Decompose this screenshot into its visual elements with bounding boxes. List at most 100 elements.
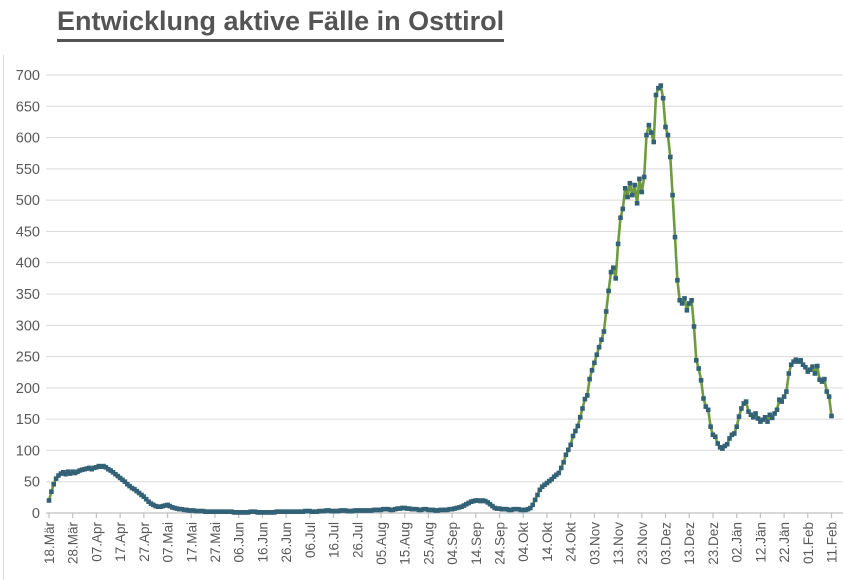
data-point-marker (385, 506, 391, 512)
data-point-marker (333, 508, 339, 514)
data-point-marker (430, 507, 436, 513)
data-point-marker (478, 498, 483, 504)
data-point-marker (558, 465, 564, 471)
data-point-marker (748, 412, 754, 418)
data-point-marker (217, 509, 222, 514)
data-point-marker (110, 470, 116, 475)
data-point-marker (722, 443, 728, 449)
data-point-marker (679, 301, 685, 306)
data-point-marker (245, 510, 251, 515)
data-point-marker (577, 415, 583, 420)
data-point-marker (321, 508, 327, 514)
x-tick-label: 26.Jul (350, 522, 365, 558)
x-tick-label: 23.Dez (706, 522, 721, 565)
y-axis-labels: 0 50 100 150 200 250 300 350 400 450 500 550 600 650 7… (16, 68, 40, 522)
data-point-marker (366, 508, 372, 513)
data-point-marker (326, 508, 332, 513)
x-tick-label: 12.Jän (753, 522, 768, 563)
x-tick-label: 07.Mai (161, 522, 176, 563)
data-point-marker (563, 452, 569, 458)
data-point-marker (106, 466, 111, 472)
data-point-marker (143, 496, 149, 502)
data-point-marker (596, 344, 602, 350)
data-point-marker (824, 389, 830, 394)
data-point-marker (663, 124, 668, 130)
data-point-marker (226, 509, 232, 514)
data-point-marker (632, 182, 637, 188)
y-tick-label: 250 (16, 350, 40, 366)
data-point-marker (644, 132, 649, 138)
data-point-marker (815, 363, 820, 369)
data-point-marker (177, 506, 182, 512)
data-point-marker (656, 85, 661, 91)
data-point-marker (492, 505, 498, 511)
data-point-marker (715, 441, 720, 446)
data-point-marker (170, 505, 175, 510)
data-point-marker (613, 276, 618, 281)
x-tick-label: 01.Feb (801, 522, 816, 564)
data-point-marker (639, 189, 645, 195)
data-point-marker (765, 419, 770, 424)
data-point-marker (224, 509, 230, 514)
x-tick-label: 18.Mär (42, 522, 57, 565)
data-point-marker (601, 329, 607, 334)
x-tick-label: 14.Okt (540, 522, 555, 562)
data-point-marker (314, 509, 320, 514)
data-point-marker (760, 417, 765, 423)
data-point-marker (523, 507, 528, 513)
data-point-marker (518, 507, 524, 513)
data-point-marker (829, 413, 834, 419)
data-point-marker (772, 411, 777, 416)
data-point-marker (530, 502, 535, 508)
data-point-marker (336, 508, 341, 514)
data-point-marker (196, 508, 201, 514)
data-point-marker (241, 510, 246, 515)
data-point-marker (281, 509, 286, 514)
data-point-marker (817, 377, 822, 382)
data-point-marker (653, 92, 659, 98)
data-point-marker (784, 389, 789, 394)
data-point-marker (603, 309, 609, 314)
data-point-marker (302, 508, 308, 514)
data-point-marker (796, 359, 801, 364)
data-point-marker (786, 371, 792, 376)
data-point-marker (122, 479, 128, 484)
x-axis-labels: 18.Mär 28.Mär 07.Apr 17.Apr 27.Apr 07.Mai 17.M… (42, 513, 840, 565)
data-point-marker (357, 508, 362, 513)
x-tick-label: 05.Aug (374, 522, 389, 565)
data-point-marker (290, 509, 296, 514)
data-point-marker (592, 360, 597, 366)
data-point-marker (634, 201, 640, 206)
data-point-marker (49, 489, 54, 494)
data-point-marker (720, 446, 725, 451)
data-point-marker (89, 466, 94, 472)
data-point-marker (499, 506, 505, 512)
data-point-marker (615, 241, 621, 247)
y-tick-label: 550 (16, 162, 40, 178)
data-point-marker (331, 508, 336, 514)
data-point-marker (392, 506, 398, 512)
data-point-marker (312, 509, 317, 514)
data-point-marker (611, 265, 616, 270)
x-tick-label: 27.Apr (137, 522, 152, 562)
data-point-marker (793, 357, 799, 362)
data-point-marker (547, 478, 552, 484)
data-point-marker (184, 507, 189, 513)
x-tick-label: 23.Nov (635, 522, 650, 565)
data-point-marker (475, 498, 481, 503)
data-point-marker (174, 506, 180, 511)
data-point-marker (689, 298, 694, 303)
data-point-marker (625, 194, 630, 200)
y-tick-label: 300 (16, 318, 40, 334)
chart-border-left (3, 55, 4, 580)
data-point-marker (153, 503, 158, 509)
data-point-marker (276, 509, 282, 514)
data-point-marker (798, 358, 803, 363)
data-point-marker (660, 95, 666, 101)
data-point-marker (473, 498, 479, 503)
data-point-marker (454, 505, 460, 511)
data-point-marker (293, 509, 298, 514)
data-point-marker (573, 428, 578, 434)
data-point-marker (525, 506, 531, 512)
data-point-marker (497, 506, 502, 511)
